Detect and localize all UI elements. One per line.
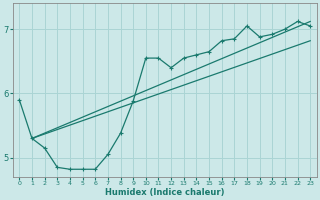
X-axis label: Humidex (Indice chaleur): Humidex (Indice chaleur) [105,188,225,197]
